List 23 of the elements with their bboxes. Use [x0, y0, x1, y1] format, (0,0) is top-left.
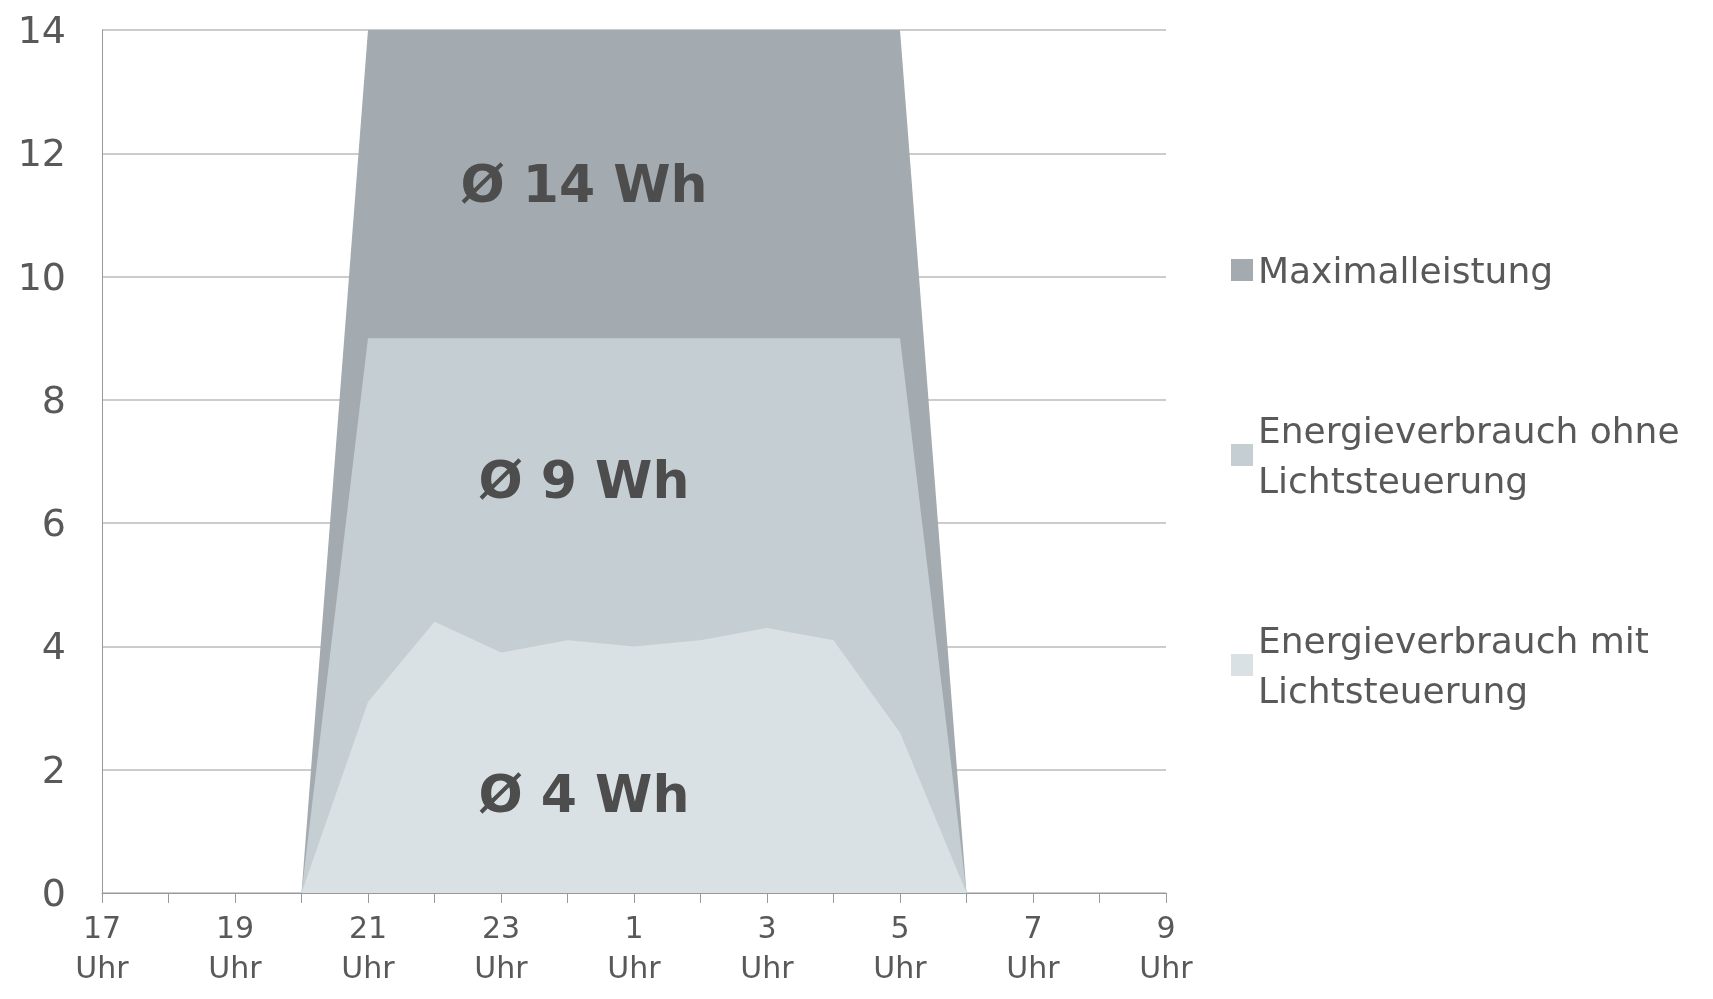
- legend-label: Energieverbrauch mit Lichtsteuerung: [1258, 619, 1661, 711]
- x-tick-label: 3 Uhr: [740, 909, 795, 985]
- annotation: Ø 4 Wh: [478, 764, 690, 825]
- x-tick-label: 1 Uhr: [607, 909, 662, 985]
- x-tick-label: 17 Uhr: [75, 909, 130, 985]
- legend-label: Maximalleistung: [1258, 249, 1554, 291]
- x-tick-label: 7 Uhr: [1006, 909, 1061, 985]
- legend-label: Energieverbrauch ohne Lichtsteuerung: [1258, 409, 1691, 501]
- y-tick-label: 8: [41, 377, 66, 422]
- annotation: Ø 14 Wh: [460, 154, 708, 215]
- y-tick-label: 6: [41, 501, 66, 546]
- x-tick-label: 23 Uhr: [474, 909, 529, 985]
- x-tick-label: 21 Uhr: [341, 909, 396, 985]
- y-tick-label: 12: [17, 131, 66, 176]
- x-tick-label: 9 Uhr: [1139, 909, 1194, 985]
- y-tick-label: 10: [17, 254, 66, 299]
- x-tick-label: 19 Uhr: [208, 909, 263, 985]
- y-tick-label: 14: [17, 8, 66, 52]
- x-tick-label: 5 Uhr: [873, 909, 928, 985]
- annotation: Ø 9 Wh: [478, 449, 690, 510]
- y-tick-label: 0: [41, 871, 66, 915]
- y-tick-label: 2: [41, 747, 66, 792]
- y-tick-label: 4: [41, 624, 66, 669]
